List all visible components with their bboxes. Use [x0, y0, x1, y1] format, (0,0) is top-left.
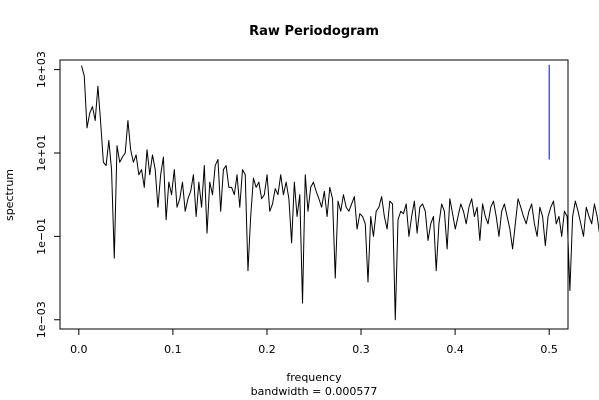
y-tick-label: 1e−01	[35, 218, 48, 255]
x-tick-label: 0.5	[540, 343, 558, 356]
chart-title: Raw Periodogram	[249, 24, 379, 39]
x-tick-label: 0.3	[352, 343, 370, 356]
spectrum-line	[81, 65, 599, 321]
y-axis-label: spectrum	[3, 169, 16, 221]
x-tick-label: 0.2	[258, 343, 276, 356]
y-tick-label: 1e−03	[35, 301, 48, 338]
x-tick-label: 0.0	[70, 343, 88, 356]
plot-frame	[59, 59, 569, 330]
x-axis-label: frequency	[286, 371, 342, 384]
bandwidth-label: bandwidth = 0.000577	[251, 385, 378, 398]
x-tick-label: 0.4	[446, 343, 464, 356]
series-layer	[81, 64, 599, 321]
x-tick-label: 0.1	[164, 343, 182, 356]
y-tick-label: 1e+03	[35, 51, 48, 88]
x-axis: 0.0 0.1 0.2 0.3 0.4 0.5	[70, 329, 558, 356]
y-axis: 1e−03 1e−01 1e+01 1e+03	[35, 51, 60, 338]
y-tick-label: 1e+01	[35, 134, 48, 171]
